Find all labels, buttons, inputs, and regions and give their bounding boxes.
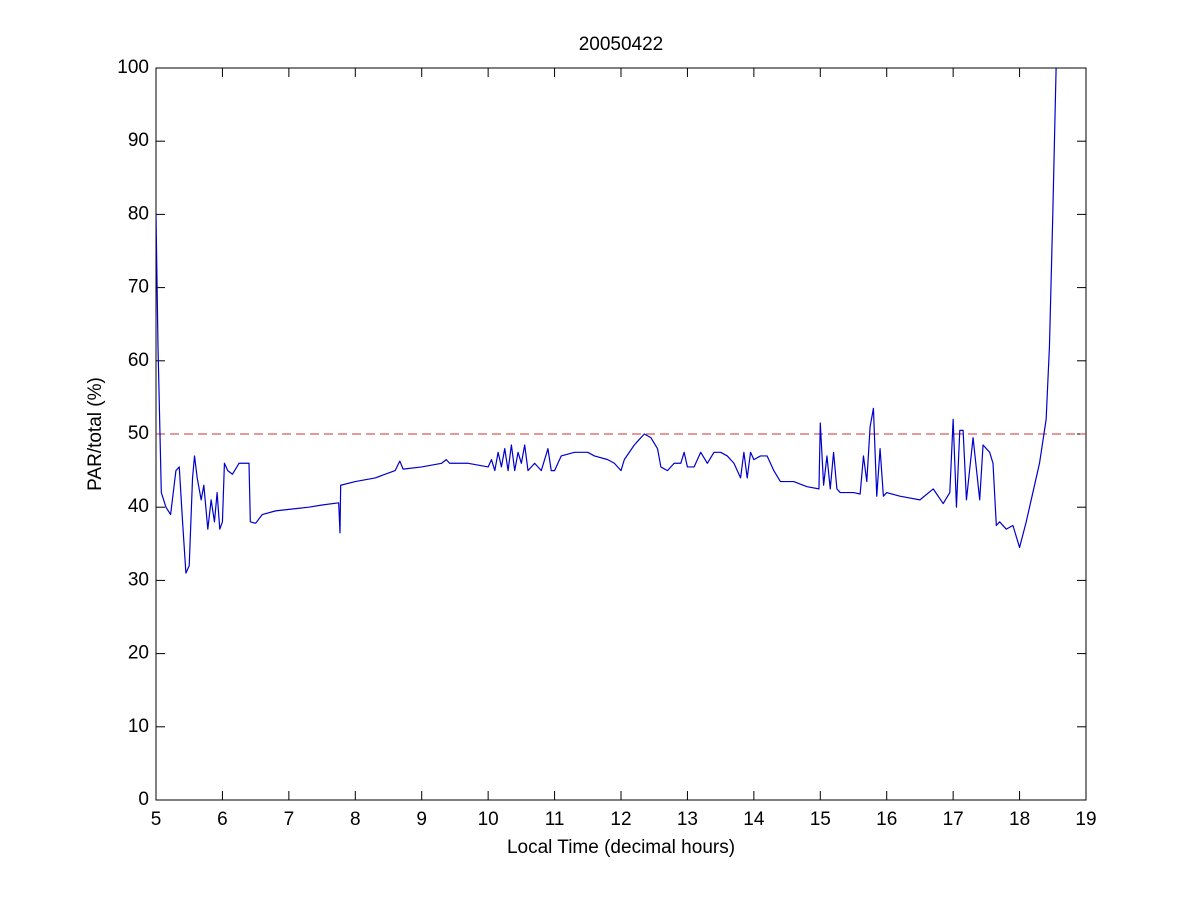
y-tick-label: 30 xyxy=(128,569,149,590)
x-axis-label: Local Time (decimal hours) xyxy=(507,837,735,858)
x-tick-label: 14 xyxy=(743,809,765,830)
x-tick-label: 6 xyxy=(217,809,228,830)
x-tick-label: 7 xyxy=(284,809,295,830)
y-tick-label: 100 xyxy=(117,57,149,78)
chart-title: 20050422 xyxy=(579,34,664,55)
x-tick-label: 8 xyxy=(350,809,361,830)
x-tick-label: 16 xyxy=(876,809,897,830)
y-tick-label: 70 xyxy=(128,277,149,298)
y-tick-label: 0 xyxy=(138,789,149,810)
data-line xyxy=(156,68,1057,574)
y-tick-label: 10 xyxy=(128,716,149,737)
y-tick-label: 50 xyxy=(128,423,149,444)
x-tick-label: 19 xyxy=(1075,809,1096,830)
x-tick-label: 12 xyxy=(610,809,631,830)
y-tick-label: 60 xyxy=(128,350,149,371)
x-tick-label: 18 xyxy=(1009,809,1030,830)
y-tick-label: 90 xyxy=(128,130,149,151)
y-axis-label: PAR/total (%) xyxy=(85,377,106,491)
x-tick-label: 17 xyxy=(943,809,964,830)
y-tick-label: 40 xyxy=(128,496,149,517)
x-tick-label: 13 xyxy=(677,809,698,830)
y-tick-label: 80 xyxy=(128,203,149,224)
x-tick-label: 5 xyxy=(151,809,162,830)
y-tick-label: 20 xyxy=(128,643,149,664)
x-tick-label: 10 xyxy=(478,809,499,830)
x-tick-label: 11 xyxy=(545,809,565,830)
x-tick-label: 15 xyxy=(810,809,831,830)
x-tick-label: 9 xyxy=(416,809,427,830)
